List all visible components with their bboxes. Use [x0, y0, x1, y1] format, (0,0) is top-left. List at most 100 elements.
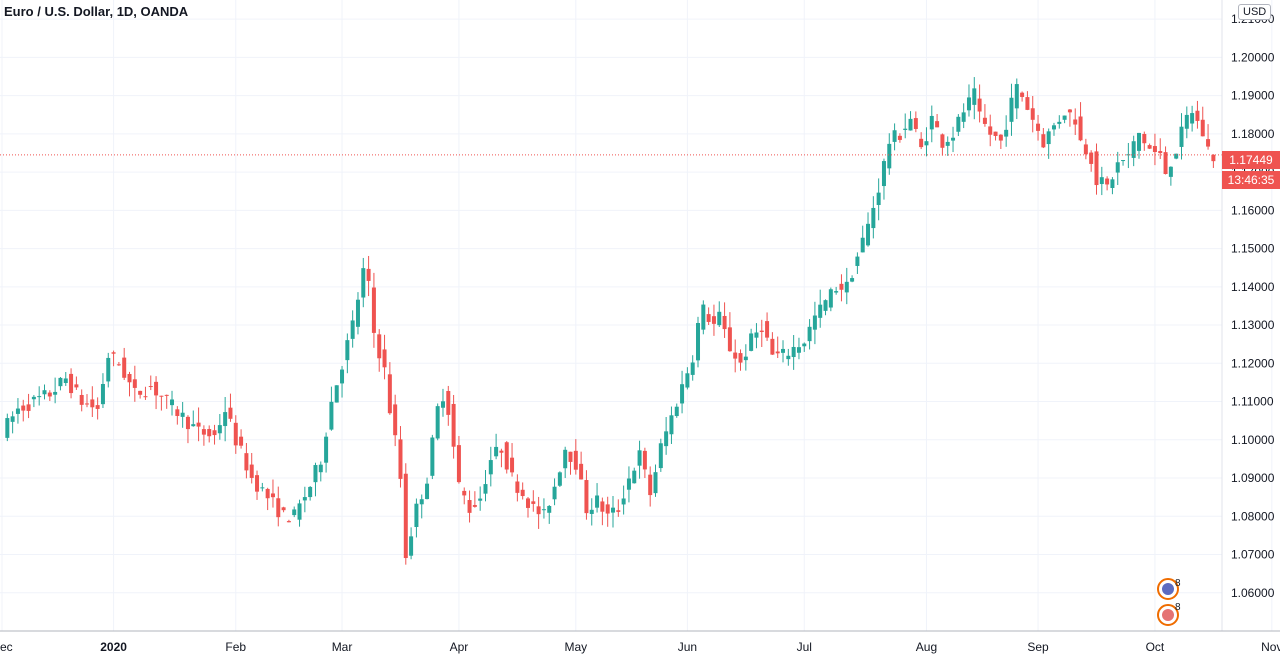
- candle-body: [1030, 108, 1035, 120]
- candle-body: [1009, 97, 1014, 122]
- candle-body: [881, 161, 886, 187]
- candle-body: [536, 506, 541, 515]
- candle-body: [775, 351, 780, 354]
- candle-body: [116, 364, 121, 366]
- candle-body: [1184, 114, 1189, 129]
- candle-body: [547, 506, 552, 513]
- candle-body: [270, 493, 275, 498]
- candle-body: [366, 268, 371, 281]
- candle-body: [839, 283, 844, 290]
- candle-body: [781, 348, 786, 353]
- candle-body: [972, 88, 977, 105]
- economic-event-icon[interactable]: [1157, 578, 1179, 600]
- candle-body: [515, 481, 520, 493]
- price-scale[interactable]: 1.210001.200001.190001.180001.170001.160…: [1231, 12, 1275, 600]
- candle-body: [79, 394, 84, 405]
- candle-body: [844, 281, 849, 293]
- candle-body: [313, 465, 318, 483]
- candle-body: [584, 480, 589, 514]
- candle-body: [297, 503, 302, 520]
- candle-body: [876, 192, 881, 206]
- candle-body: [472, 505, 477, 507]
- candle-body: [982, 117, 987, 124]
- candle-body: [31, 396, 36, 400]
- candle-body: [1136, 132, 1141, 151]
- candle-body: [892, 130, 897, 142]
- candle-body: [786, 355, 791, 360]
- candle-body: [265, 488, 270, 499]
- candle-body: [462, 490, 467, 496]
- candle-body: [302, 497, 307, 501]
- candle-body: [1147, 145, 1152, 149]
- candle-body: [393, 404, 398, 436]
- candle-body: [871, 207, 876, 229]
- candle-body: [15, 408, 20, 414]
- time-scale[interactable]: Dec 2020 Feb Mar Apr May Jun Jul Aug Sep Oct Nov: [0, 640, 1280, 654]
- candle-body: [579, 463, 584, 480]
- price-tick-label: 1.08000: [1231, 509, 1275, 523]
- candle-body: [467, 500, 472, 513]
- candle-body: [419, 499, 424, 505]
- candle-body: [951, 137, 956, 141]
- candle-body: [595, 495, 600, 508]
- time-tick-label: Feb: [225, 640, 246, 654]
- candle-body: [1105, 178, 1110, 185]
- candle-body: [185, 416, 190, 430]
- candle-body: [446, 391, 451, 415]
- candle-body: [589, 509, 594, 514]
- candle-body: [802, 343, 807, 347]
- candle-body: [632, 470, 637, 484]
- candle-body: [435, 406, 440, 439]
- candle-body: [74, 384, 79, 388]
- candle-body: [701, 304, 706, 330]
- candle-body: [440, 401, 445, 408]
- candle-body: [164, 394, 169, 396]
- candle-body: [201, 429, 206, 435]
- time-tick-label: Jun: [678, 640, 697, 654]
- candle-body: [499, 450, 504, 453]
- candle-body: [1121, 160, 1126, 162]
- candle-body: [653, 472, 658, 494]
- chart-title: Euro / U.S. Dollar, 1D, OANDA: [4, 4, 189, 19]
- candle-body: [63, 378, 68, 384]
- candle-body: [403, 473, 408, 559]
- candle-body: [196, 422, 201, 427]
- candle-body: [255, 475, 260, 492]
- candle-body: [355, 299, 360, 327]
- candle-body: [541, 509, 546, 511]
- event-count-label-2: 8: [1175, 602, 1181, 613]
- candle-body: [324, 436, 329, 463]
- candle-body: [940, 134, 945, 148]
- candle-body: [377, 334, 382, 359]
- candle-body: [626, 478, 631, 490]
- candle-body: [1110, 179, 1115, 189]
- candle-body: [382, 349, 387, 368]
- candle-body: [706, 314, 711, 322]
- candle-body: [451, 403, 456, 447]
- candle-body: [90, 399, 95, 408]
- candle-body: [1083, 144, 1088, 155]
- candle-body: [680, 384, 685, 404]
- candle-body: [1051, 125, 1056, 130]
- price-tick-label: 1.14000: [1231, 280, 1275, 294]
- economic-event-icon-2[interactable]: [1157, 604, 1179, 626]
- candle-body: [106, 357, 111, 382]
- candle-body: [318, 464, 323, 473]
- candle-body: [648, 474, 653, 496]
- candle-body: [818, 304, 823, 318]
- currency-badge[interactable]: USD: [1238, 4, 1272, 20]
- candle-body: [483, 484, 488, 494]
- candle-body: [456, 445, 461, 483]
- candle-body: [998, 134, 1003, 141]
- candle-body: [520, 489, 525, 497]
- candles-layer: [5, 77, 1216, 565]
- candle-body: [249, 464, 254, 478]
- time-tick-label: Apr: [450, 640, 469, 654]
- candle-body: [568, 451, 573, 462]
- candle-body: [850, 278, 855, 282]
- candle-body: [727, 327, 732, 352]
- candle-body: [239, 436, 244, 446]
- candle-body: [828, 289, 833, 308]
- candle-body: [637, 450, 642, 466]
